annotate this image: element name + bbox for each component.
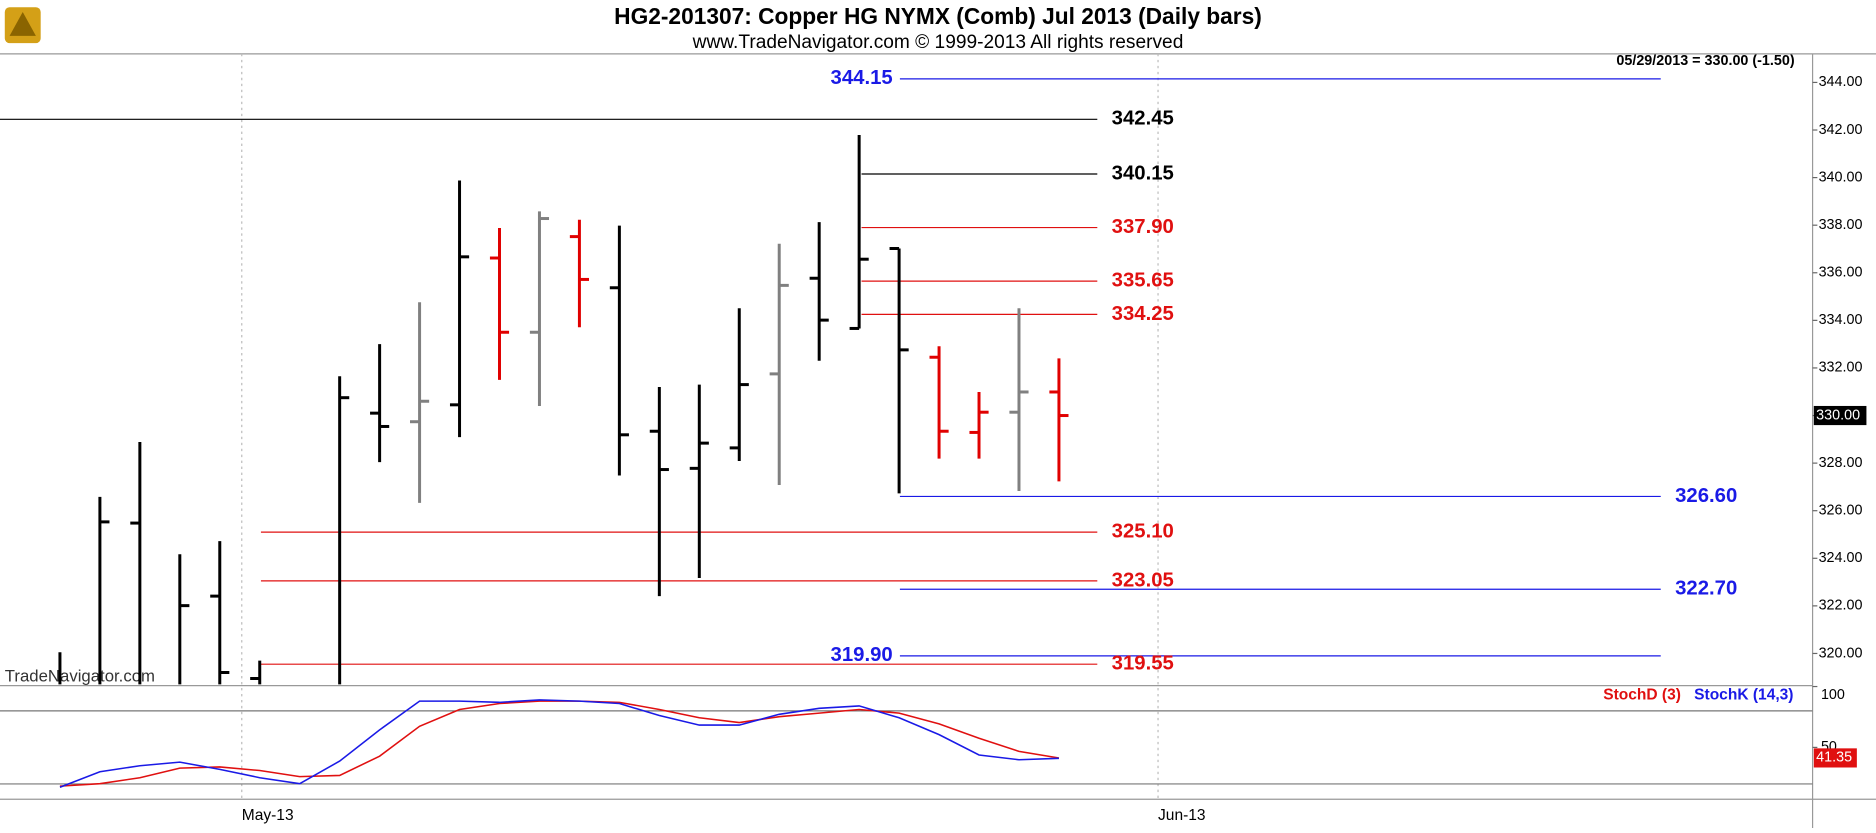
watermark: TradeNavigator.com [5,667,155,686]
y-tick-label: 332.00 [1819,360,1863,376]
level-label: 319.90 [831,644,893,666]
level-label: 322.70 [1675,578,1737,600]
legend-label: StochK (14,3) [1694,686,1793,703]
last-price-label: 330.00 [1816,407,1860,423]
stoch-line [59,699,1059,789]
level-label: 326.60 [1675,485,1737,507]
level-label: 334.25 [1112,303,1174,325]
y-tick-label: 320.00 [1819,645,1863,661]
logo [4,7,41,44]
y-tick-label: 340.00 [1819,169,1863,185]
chart-title: HG2-201307: Copper HG NYMX (Comb) Jul 20… [614,3,1262,29]
y-tick-label: 322.00 [1819,598,1863,614]
y-tick-label: 338.00 [1819,217,1863,233]
price-note: 05/29/2013 = 330.00 (-1.50) [1616,53,1794,69]
level-label: 325.10 [1112,520,1174,542]
y-tick-label: 334.00 [1819,312,1863,328]
last-price-box [1813,405,1867,426]
last-value-box [1813,748,1857,768]
level-label: 335.65 [1112,269,1174,291]
x-tick-label: Jun-13 [1158,807,1206,824]
chart-subtitle: www.TradeNavigator.com © 1999-2013 All r… [692,32,1184,53]
y-tick-label: 342.00 [1819,122,1863,138]
price-bars [58,135,1069,685]
level-label: 319.55 [1112,653,1174,675]
y-tick-label: 336.00 [1819,265,1863,281]
x-tick-label: May-13 [242,807,294,824]
legend-label: StochD (3) [1603,686,1681,703]
level-label: 342.45 [1112,108,1174,130]
y-tick-label: 344.00 [1819,74,1863,90]
y-tick-label: 328.00 [1819,455,1863,471]
level-label: 337.90 [1112,216,1174,238]
y-tick-label: 100 [1821,687,1845,703]
level-label: 323.05 [1112,569,1174,591]
last-value-label: 41.35 [1816,750,1852,766]
level-label: 340.15 [1112,162,1174,184]
level-label: 344.15 [831,67,893,89]
y-tick-label: 326.00 [1819,502,1863,518]
y-tick-label: 324.00 [1819,550,1863,566]
